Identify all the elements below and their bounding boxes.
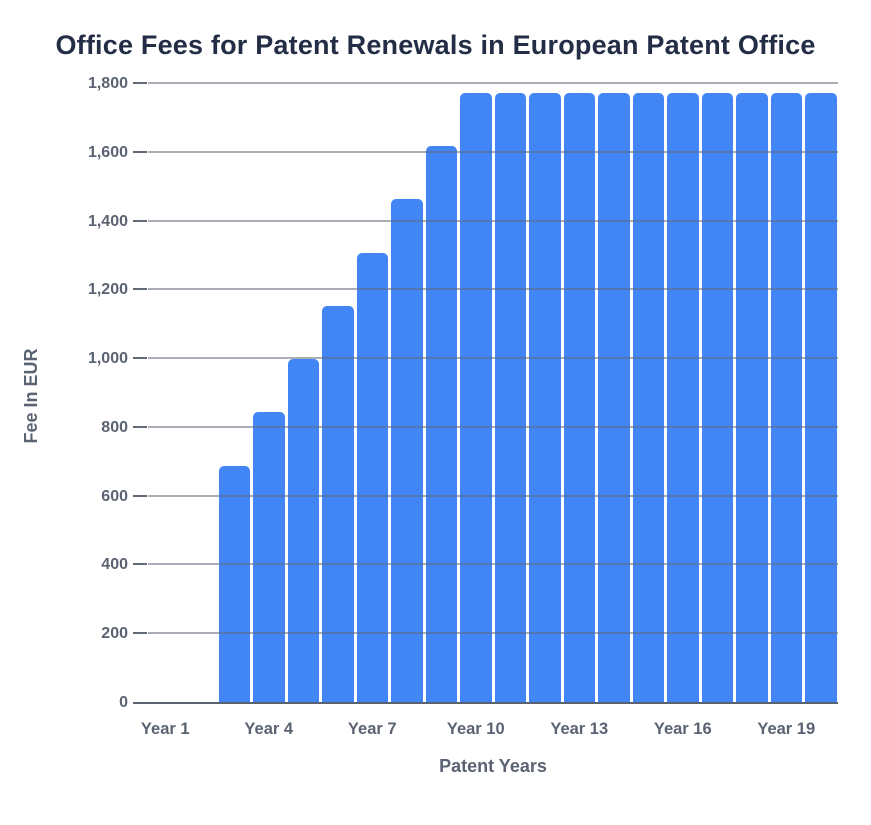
x-axis-title: Patent Years [439,756,547,776]
bars-layer [148,84,838,703]
bar-slot [459,84,494,703]
bar-slot [804,84,839,703]
x-axis-tick-labels: Year 1 Year 4 Year 7 Year 10 Year 13 Year 16 Y… [141,720,838,744]
bar-slot [321,84,356,703]
x-tick-label: Year 16 [653,720,712,738]
bar [667,92,699,703]
y-tick-mark [133,563,147,566]
y-tick-mark [133,632,147,635]
bar-slot [148,84,183,703]
gridline [148,632,838,635]
bar-slot [390,84,425,703]
y-tick-label: 1,400 [87,212,128,230]
y-tick-label: 1,600 [87,143,128,161]
gridline [148,82,838,84]
gridline [148,494,838,497]
gridline [148,563,838,566]
bar-slot [769,84,804,703]
y-tick-label: 1,200 [87,281,128,299]
bar [460,92,492,703]
x-tick-label: Year 1 [140,720,190,738]
bar-slot [355,84,390,703]
bar-slot [631,84,666,703]
y-axis-title: Fee In EUR [21,348,41,444]
y-tick-label: 600 [101,487,128,505]
bar [563,92,595,703]
bar [425,145,457,703]
bar [391,199,423,703]
y-tick-label: 400 [101,556,128,574]
gridline [148,150,838,153]
gridline [148,357,838,360]
y-tick-label: 800 [101,418,128,436]
x-tick-label: Year 19 [757,720,816,738]
bar-slot [424,84,459,703]
bar [598,92,630,703]
plot-area [133,82,838,704]
gridline [148,288,838,291]
bar [356,252,388,703]
x-tick-label: Year 7 [347,720,397,738]
bar [736,92,768,703]
bar [322,305,354,703]
bar [494,92,526,703]
x-tick-label: Year 4 [244,720,294,738]
bar-slot [252,84,287,703]
y-tick-label: 1,800 [87,75,128,92]
chart-title: Office Fees for Patent Renewals in Europ… [55,30,816,60]
x-tick-label: Year 13 [550,720,609,738]
y-tick-mark [133,150,147,153]
bar [805,92,837,703]
y-tick-mark [133,82,147,84]
bar [218,465,250,703]
y-tick-label: 1,000 [87,350,128,368]
bar-slot [735,84,770,703]
bar-slot [597,84,632,703]
bar-slot [666,84,701,703]
bar-slot [493,84,528,703]
bar [529,92,561,703]
bar [770,92,802,703]
y-tick-label: 0 [119,694,128,711]
x-axis-line [133,702,838,704]
bar-slot [286,84,321,703]
y-tick-mark [133,357,147,360]
y-tick-mark [133,425,147,428]
y-tick-mark [133,494,147,497]
bar-slot [700,84,735,703]
bar [701,92,733,703]
x-tick-label: Year 10 [446,720,505,738]
gridline [148,425,838,428]
bar-slot [217,84,252,703]
bar-slot [528,84,563,703]
y-tick-mark [133,219,147,222]
bar [632,92,664,703]
bar [253,412,285,703]
bar-slot [183,84,218,703]
gridline [148,219,838,222]
bar [287,359,319,703]
y-tick-mark [133,288,147,291]
y-tick-label: 200 [101,625,128,643]
bar-slot [562,84,597,703]
